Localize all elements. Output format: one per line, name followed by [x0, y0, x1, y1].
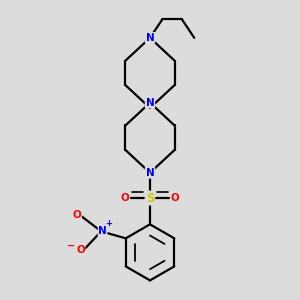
- Text: N: N: [146, 168, 154, 178]
- Text: N: N: [98, 226, 107, 236]
- Text: N: N: [146, 33, 154, 43]
- Text: S: S: [146, 191, 154, 205]
- Text: O: O: [120, 193, 129, 203]
- Text: O: O: [171, 193, 180, 203]
- Text: +: +: [105, 219, 112, 228]
- Text: N: N: [146, 98, 154, 108]
- Text: O: O: [76, 244, 85, 255]
- Text: −: −: [67, 241, 75, 251]
- Text: O: O: [73, 210, 81, 220]
